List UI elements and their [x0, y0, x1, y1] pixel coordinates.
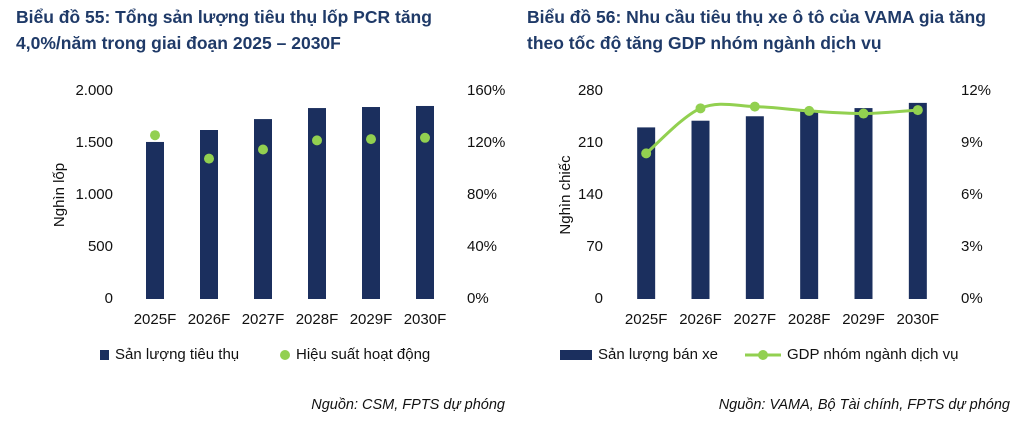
bar	[362, 107, 380, 300]
legend-label: Sản lượng tiêu thụ	[115, 346, 239, 363]
y-tick-label: 70	[586, 238, 603, 255]
source-note: Nguồn: CSM, FPTS dự phóng	[311, 397, 505, 413]
y-tick-label: 1.000	[75, 186, 113, 203]
legend-swatch	[100, 350, 109, 360]
dot	[204, 153, 214, 164]
legend-label: GDP nhóm ngành dịch vụ	[787, 346, 959, 363]
x-tick-label: 2028F	[788, 311, 831, 328]
dot	[366, 134, 376, 145]
chart-title: Biểu đồ 55: Tổng sản lượng tiêu thụ lốp …	[16, 7, 432, 53]
y2-tick-label: 120%	[467, 134, 505, 151]
y2-tick-label: 80%	[467, 186, 497, 203]
y-axis-label: Nghìn chiếc	[557, 155, 574, 235]
y2-tick-label: 40%	[467, 238, 497, 255]
x-tick-label: 2027F	[734, 311, 777, 328]
line-marker	[641, 148, 652, 159]
y-tick-label: 210	[578, 134, 603, 151]
dot	[258, 144, 268, 155]
bar	[908, 102, 927, 299]
y-tick-label: 0	[105, 290, 113, 307]
y-tick-label: 500	[88, 238, 113, 255]
y2-tick-label: 0%	[961, 290, 983, 307]
x-tick-label: 2030F	[897, 311, 940, 328]
dot	[420, 132, 430, 143]
bar	[691, 120, 710, 299]
line-marker	[695, 103, 706, 114]
source-note: Nguồn: VAMA, Bộ Tài chính, FPTS dự phóng	[719, 397, 1010, 413]
bar	[416, 105, 434, 299]
bar	[308, 108, 326, 299]
legend-swatch	[758, 350, 768, 360]
x-tick-label: 2030F	[404, 311, 447, 328]
x-tick-label: 2026F	[188, 311, 231, 328]
bar	[745, 116, 764, 299]
x-tick-label: 2025F	[625, 311, 668, 328]
bar	[637, 127, 656, 300]
y-tick-label: 140	[578, 186, 603, 203]
y2-tick-label: 0%	[467, 290, 489, 307]
legend-label: Sản lượng bán xe	[598, 346, 718, 363]
y-tick-label: 0	[595, 290, 603, 307]
dot	[312, 135, 322, 146]
line-marker	[804, 105, 815, 116]
y-tick-label: 280	[578, 82, 603, 99]
legend-swatch	[560, 350, 592, 360]
bar	[254, 119, 272, 299]
y-axis-label: Nghìn lốp	[51, 163, 68, 227]
y-tick-label: 2.000	[75, 82, 113, 99]
x-tick-label: 2025F	[134, 311, 177, 328]
legend-label: Hiệu suất hoạt động	[296, 346, 430, 363]
y2-tick-label: 12%	[961, 82, 991, 99]
y2-tick-label: 160%	[467, 82, 505, 99]
bar	[146, 141, 164, 299]
line	[645, 102, 918, 155]
y-tick-label: 1.500	[75, 134, 113, 151]
y2-tick-label: 3%	[961, 238, 983, 255]
line-marker	[912, 105, 923, 116]
bar	[854, 108, 873, 299]
x-tick-label: 2027F	[242, 311, 285, 328]
line-marker	[858, 108, 869, 119]
x-tick-label: 2028F	[296, 311, 339, 328]
line-marker	[749, 101, 760, 112]
x-tick-label: 2029F	[350, 311, 393, 328]
y2-tick-label: 6%	[961, 186, 983, 203]
bar	[200, 130, 218, 299]
x-tick-label: 2029F	[842, 311, 885, 328]
bar	[800, 111, 819, 299]
legend-swatch	[280, 350, 290, 360]
x-tick-label: 2026F	[679, 311, 722, 328]
y2-tick-label: 9%	[961, 134, 983, 151]
chart-title: Biểu đồ 56: Nhu cầu tiêu thụ xe ô tô của…	[527, 7, 986, 53]
dot	[150, 130, 160, 141]
